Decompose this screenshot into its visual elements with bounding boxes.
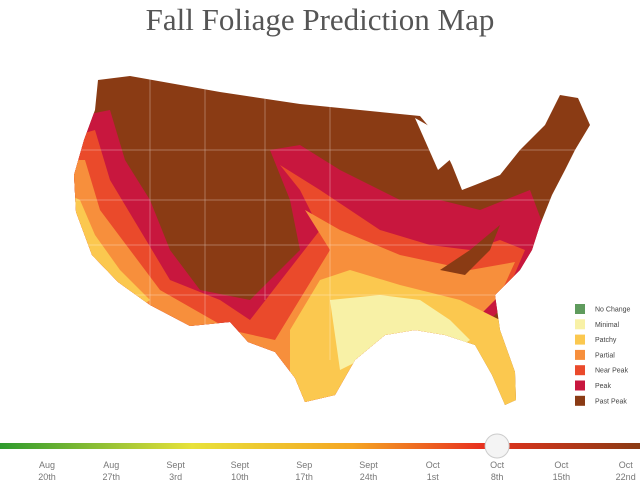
legend-swatch <box>575 380 585 391</box>
legend-swatch <box>575 395 585 406</box>
timeline-month[interactable]: Sept <box>231 460 250 470</box>
timeline-track <box>0 443 640 449</box>
legend-label: No Change <box>595 307 631 314</box>
legend-label: Partial <box>595 352 615 359</box>
timeline-day[interactable]: 3rd <box>169 472 182 480</box>
legend-label: Minimal <box>595 322 620 329</box>
legend-swatch <box>575 349 585 360</box>
legend: No Change Minimal Patchy Partial Near Peak Pe… <box>575 304 631 406</box>
timeline: Aug 20th Aug 27th Sept 3rd Sept 10th Sep 17th Sept… <box>38 433 636 480</box>
legend-swatch <box>575 365 585 376</box>
legend-label: Past Peak <box>595 398 627 405</box>
timeline-day[interactable]: 22nd <box>616 472 636 480</box>
timeline-month[interactable]: Oct <box>554 460 569 470</box>
title: Fall Foliage Prediction Map <box>145 2 495 37</box>
legend-label: Peak <box>595 383 611 390</box>
timeline-day[interactable]: 20th <box>38 472 56 480</box>
timeline-month[interactable]: Sep <box>296 460 312 470</box>
legend-swatch <box>575 304 585 314</box>
timeline-month[interactable]: Aug <box>103 460 119 470</box>
timeline-day[interactable]: 10th <box>231 472 249 480</box>
timeline-month[interactable]: Aug <box>39 460 55 470</box>
timeline-month[interactable]: Oct <box>619 460 634 470</box>
legend-label: Near Peak <box>595 368 629 375</box>
timeline-day[interactable]: 1st <box>427 472 440 480</box>
timeline-day[interactable]: 17th <box>295 472 313 480</box>
legend-swatch <box>575 334 585 345</box>
legend-label: Patchy <box>595 337 617 344</box>
timeline-day[interactable]: 27th <box>103 472 121 480</box>
timeline-month[interactable]: Oct <box>490 460 505 470</box>
timeline-thumb[interactable] <box>484 433 510 459</box>
great-lakes <box>415 118 452 170</box>
timeline-month[interactable]: Sept <box>166 460 185 470</box>
timeline-month[interactable]: Oct <box>426 460 441 470</box>
timeline-month[interactable]: Sept <box>359 460 378 470</box>
timeline-day[interactable]: 8th <box>491 472 504 480</box>
timeline-day[interactable]: 15th <box>553 472 571 480</box>
us-map <box>74 76 590 405</box>
legend-swatch <box>575 319 585 330</box>
timeline-day[interactable]: 24th <box>360 472 378 480</box>
